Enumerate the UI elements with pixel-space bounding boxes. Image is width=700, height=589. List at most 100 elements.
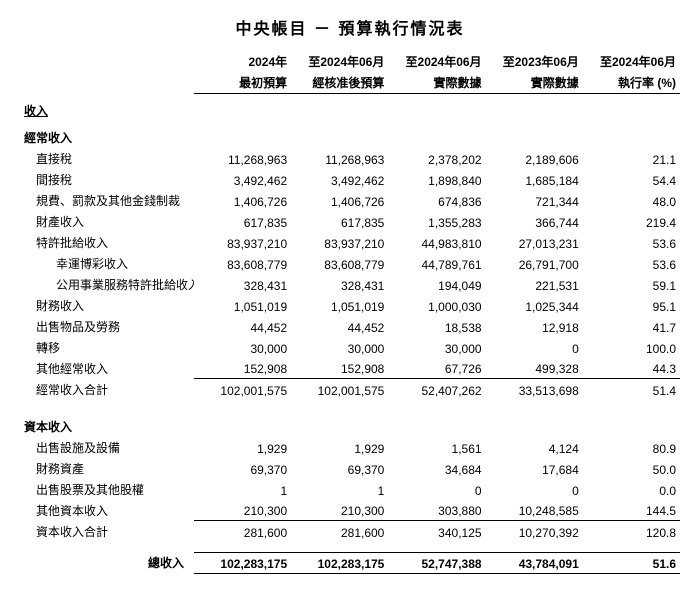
cell-value: 12,918 [486,316,583,337]
cell-value: 1,051,019 [291,295,388,316]
cell-value: 328,431 [291,274,388,295]
row-label: 財務收入 [20,295,194,316]
column-subheader: 執行率 (%) [583,72,680,94]
report-title: 中央帳目 － 預算執行情況表 [20,15,680,39]
row-label: 特許批給收入 [20,232,194,253]
cell-value: 41.7 [583,316,680,337]
cell-value: 26,791,700 [486,253,583,274]
cell-value: 152,908 [194,358,291,379]
cell-value: 221,531 [486,274,583,295]
cell-value: 1,929 [291,437,388,458]
budget-table: 2024年至2024年06月至2024年06月至2023年06月至2024年06… [20,51,680,574]
grandtotal-value: 102,283,175 [291,552,388,573]
cell-value: 366,744 [486,211,583,232]
cell-value: 0 [486,479,583,500]
cell-value: 53.6 [583,232,680,253]
cell-value: 50.0 [583,458,680,479]
cell-value: 44,789,761 [388,253,485,274]
cell-value: 1,561 [388,437,485,458]
cell-value: 1,929 [194,437,291,458]
row-label: 財產收入 [20,211,194,232]
subtotal-value: 52,407,262 [388,379,485,400]
row-label: 公用事業服務特許批給收入 [20,274,194,295]
subtotal-label: 資本收入合計 [20,521,194,542]
cell-value: 1,355,283 [388,211,485,232]
cell-value: 17,684 [486,458,583,479]
column-header: 至2024年06月 [583,51,680,72]
cell-value: 30,000 [388,337,485,358]
cell-value: 30,000 [194,337,291,358]
grandtotal-label: 總收入 [20,552,194,573]
subtotal-label: 經常收入合計 [20,379,194,400]
cell-value: 59.1 [583,274,680,295]
column-subheader: 實際數據 [388,72,485,94]
cell-value: 2,378,202 [388,148,485,169]
subtotal-value: 51.4 [583,379,680,400]
cell-value: 53.6 [583,253,680,274]
cell-value: 27,013,231 [486,232,583,253]
cell-value: 1 [291,479,388,500]
group-title: 資本收入 [20,410,194,437]
cell-value: 1,025,344 [486,295,583,316]
grandtotal-value: 51.6 [583,552,680,573]
cell-value: 721,344 [486,190,583,211]
subtotal-value: 120.8 [583,521,680,542]
cell-value: 1,685,184 [486,169,583,190]
cell-value: 3,492,462 [194,169,291,190]
subtotal-value: 281,600 [194,521,291,542]
subtotal-value: 10,270,392 [486,521,583,542]
subtotal-value: 102,001,575 [194,379,291,400]
cell-value: 499,328 [486,358,583,379]
cell-value: 2,189,606 [486,148,583,169]
cell-value: 0.0 [583,479,680,500]
row-label: 其他經常收入 [20,358,194,379]
cell-value: 1 [194,479,291,500]
cell-value: 152,908 [291,358,388,379]
subtotal-value: 102,001,575 [291,379,388,400]
column-header: 2024年 [194,51,291,72]
cell-value: 674,836 [388,190,485,211]
cell-value: 4,124 [486,437,583,458]
section-title: 收入 [24,104,48,118]
cell-value: 83,937,210 [194,232,291,253]
row-label: 規費、罰款及其他金錢制裁 [20,190,194,211]
grandtotal-value: 52,747,388 [388,552,485,573]
column-subheader: 最初預算 [194,72,291,94]
subtotal-value: 33,513,698 [486,379,583,400]
cell-value: 18,538 [388,316,485,337]
cell-value: 30,000 [291,337,388,358]
cell-value: 1,051,019 [194,295,291,316]
row-label: 出售物品及勞務 [20,316,194,337]
grandtotal-value: 43,784,091 [486,552,583,573]
cell-value: 67,726 [388,358,485,379]
column-subheader: 實際數據 [486,72,583,94]
cell-value: 210,300 [291,500,388,521]
cell-value: 48.0 [583,190,680,211]
cell-value: 3,492,462 [291,169,388,190]
column-header: 至2024年06月 [388,51,485,72]
row-label: 間接稅 [20,169,194,190]
cell-value: 1,406,726 [291,190,388,211]
cell-value: 1,406,726 [194,190,291,211]
cell-value: 303,880 [388,500,485,521]
cell-value: 11,268,963 [194,148,291,169]
cell-value: 83,608,779 [291,253,388,274]
cell-value: 100.0 [583,337,680,358]
cell-value: 617,835 [194,211,291,232]
column-header: 至2024年06月 [291,51,388,72]
row-label: 財務資產 [20,458,194,479]
cell-value: 0 [486,337,583,358]
cell-value: 1,000,030 [388,295,485,316]
row-label: 出售股票及其他股權 [20,479,194,500]
cell-value: 69,370 [291,458,388,479]
subtotal-value: 281,600 [291,521,388,542]
cell-value: 144.5 [583,500,680,521]
cell-value: 44,452 [291,316,388,337]
row-label: 幸運博彩收入 [20,253,194,274]
cell-value: 10,248,585 [486,500,583,521]
cell-value: 1,898,840 [388,169,485,190]
cell-value: 83,608,779 [194,253,291,274]
column-header: 至2023年06月 [486,51,583,72]
cell-value: 21.1 [583,148,680,169]
group-title: 經常收入 [20,121,194,148]
